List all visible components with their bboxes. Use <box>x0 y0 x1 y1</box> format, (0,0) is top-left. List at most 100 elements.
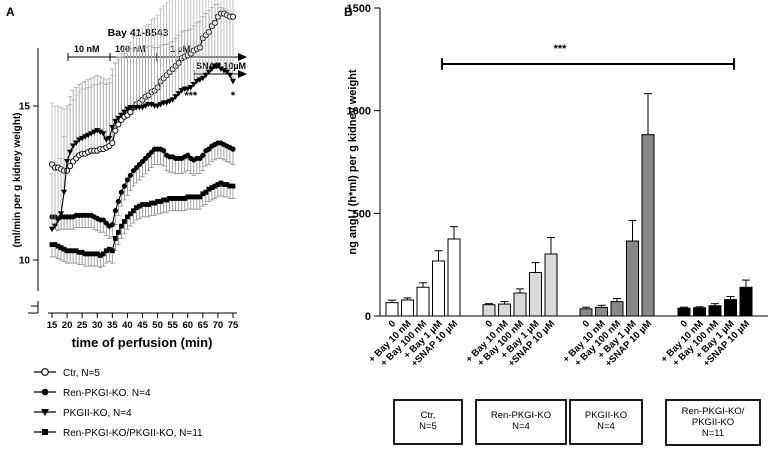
group-box-label-line: Ctr, <box>421 410 436 421</box>
point-a <box>49 242 55 247</box>
group-box <box>569 399 643 445</box>
point-a <box>215 182 221 187</box>
bar-b <box>385 302 399 317</box>
legend-item-pkgii: PKGII-KO, N=4 <box>34 408 132 419</box>
legend-label-pkgii: PKGII-KO, N=4 <box>63 408 132 419</box>
bar-b <box>708 305 722 317</box>
y-tick-label-b: 1000 <box>347 106 371 118</box>
point-a <box>61 246 67 252</box>
point-a <box>218 180 224 186</box>
conc-label-1um: 1 µM <box>170 44 190 54</box>
point-a <box>140 202 145 207</box>
point-a <box>88 131 95 137</box>
point-a <box>139 105 146 111</box>
bar-b <box>579 308 593 317</box>
bar-b <box>544 253 558 317</box>
x-tick-label-a: 20 <box>62 320 73 331</box>
point-a <box>221 182 227 187</box>
point-a <box>64 248 70 254</box>
point-a <box>115 115 122 122</box>
group-box-label-line: Ren-PKGI-KO <box>491 410 551 421</box>
point-a <box>161 148 167 154</box>
point-a <box>182 196 188 201</box>
y-tick-label-b: 0 <box>365 311 371 323</box>
point-a <box>112 236 118 241</box>
point-a <box>52 242 58 247</box>
point-a <box>155 199 160 204</box>
point-a <box>205 69 212 76</box>
point-a <box>109 125 116 131</box>
point-a <box>185 194 191 200</box>
bar-b <box>626 240 639 317</box>
point-a <box>227 183 233 189</box>
point-a <box>76 137 83 143</box>
point-a <box>175 91 182 97</box>
point-a <box>137 203 142 209</box>
point-a <box>70 248 76 254</box>
point-a <box>70 143 77 150</box>
point-a <box>121 183 127 189</box>
x-tick-label-a: 75 <box>228 320 239 331</box>
point-a <box>134 205 139 211</box>
point-a <box>100 131 107 137</box>
point-a <box>124 106 131 113</box>
point-a <box>200 191 206 197</box>
point-a <box>58 211 65 217</box>
legend-item-ctr: Ctr, N=5 <box>34 368 100 379</box>
significance-bracket-b <box>441 58 735 70</box>
point-a <box>124 177 131 183</box>
point-a <box>112 208 118 214</box>
x-ticks-a: 15 20 25 30 35 40 45 50 55 60 65 70 75 <box>47 313 239 331</box>
point-a <box>64 158 71 165</box>
point-a <box>226 72 233 79</box>
point-a <box>118 189 124 195</box>
point-a <box>106 135 113 142</box>
point-a <box>229 13 237 20</box>
bar-group-3 <box>677 279 753 317</box>
point-a <box>67 163 74 170</box>
x-tick-label-a: 50 <box>152 320 163 331</box>
point-a <box>212 183 218 189</box>
point-a <box>209 185 215 191</box>
bar-b <box>677 307 691 317</box>
bar-group-2 <box>579 93 655 317</box>
point-a <box>170 196 176 201</box>
point-a <box>167 196 173 201</box>
point-a <box>122 219 127 224</box>
group-box <box>393 399 463 445</box>
point-a <box>67 248 73 254</box>
bar-group-1 <box>482 237 558 317</box>
point-a <box>142 103 149 109</box>
point-a <box>125 214 130 220</box>
point-a <box>184 86 191 93</box>
point-a <box>176 196 182 201</box>
point-a <box>67 149 74 156</box>
category-label-b: 0 <box>387 318 399 330</box>
point-a <box>206 186 212 192</box>
bar-b <box>447 238 461 317</box>
x-tick-label-a: 45 <box>137 320 148 331</box>
bar-b <box>610 301 624 317</box>
point-a <box>158 199 163 204</box>
treatment-label: Bay 41-8543 <box>108 27 169 39</box>
bar-b <box>416 286 430 317</box>
group-box-label-line: PKGII-KO <box>692 417 734 428</box>
point-a <box>103 248 109 254</box>
point-a <box>199 75 206 82</box>
panel-a-line-chart: A Bay 41-8543 10 nM 100 nM 1 µM SNAP 10µ… <box>6 0 247 439</box>
y-tick-label-b: 500 <box>353 208 371 220</box>
legend-marker-pkgii <box>41 409 49 416</box>
x-tick-label-a: 65 <box>198 320 209 331</box>
point-a <box>109 139 116 147</box>
y-axis-label-a: (ml/min per g kidney weight) <box>12 112 23 247</box>
bar-b <box>693 307 706 317</box>
y-ticks-b: 0 500 1000 1500 <box>347 3 380 323</box>
point-a <box>91 251 97 257</box>
category-label-b: 0 <box>581 318 593 330</box>
x-tick-label-a: 35 <box>107 320 118 331</box>
point-a <box>128 211 133 217</box>
bar-b <box>498 303 511 317</box>
point-a <box>82 251 88 257</box>
point-a <box>55 217 62 223</box>
point-a <box>166 98 173 105</box>
